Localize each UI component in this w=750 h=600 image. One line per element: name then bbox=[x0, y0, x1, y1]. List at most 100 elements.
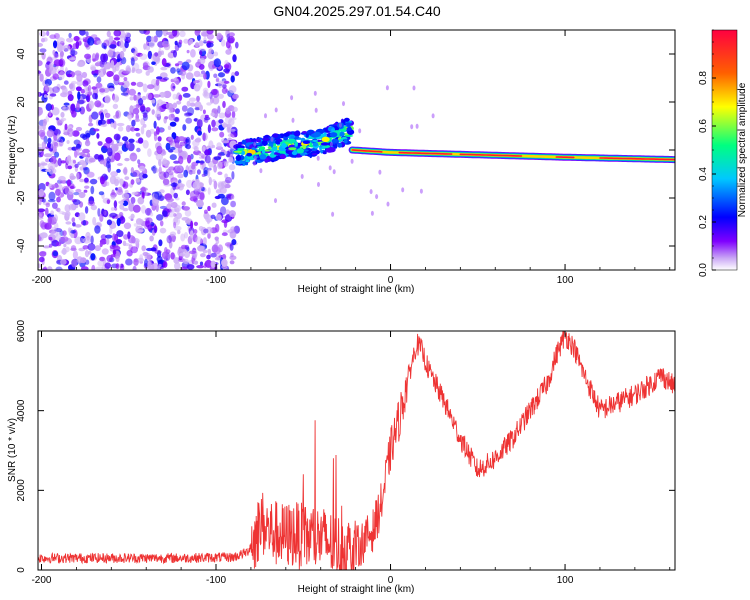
noise-speckle bbox=[204, 155, 211, 164]
noise-speckle bbox=[152, 165, 157, 174]
outlier-speckle bbox=[300, 174, 304, 179]
noise-speckle bbox=[102, 209, 109, 218]
noise-speckle bbox=[83, 189, 88, 193]
noise-speckle bbox=[235, 41, 239, 49]
noise-speckle bbox=[43, 266, 48, 270]
noise-speckle bbox=[112, 233, 116, 242]
noise-speckle bbox=[76, 61, 85, 68]
signal-blob bbox=[320, 150, 324, 154]
noise-speckle bbox=[196, 265, 205, 269]
noise-speckle bbox=[48, 191, 56, 201]
noise-speckle bbox=[124, 32, 131, 38]
noise-speckle bbox=[142, 113, 148, 121]
noise-speckle bbox=[130, 246, 139, 254]
noise-speckle bbox=[68, 57, 77, 61]
noise-speckle bbox=[42, 123, 46, 131]
noise-speckle bbox=[225, 49, 232, 55]
spectrogram-ytick-label: 40 bbox=[16, 48, 27, 60]
noise-speckle bbox=[229, 260, 235, 265]
noise-speckle bbox=[225, 40, 231, 49]
noise-speckle bbox=[76, 80, 84, 86]
noise-speckle bbox=[208, 48, 214, 55]
noise-speckle bbox=[155, 108, 162, 118]
noise-speckle bbox=[135, 218, 143, 225]
noise-speckle bbox=[202, 132, 206, 142]
noise-speckle bbox=[70, 245, 77, 251]
noise-speckle bbox=[213, 180, 218, 190]
noise-speckle bbox=[72, 159, 76, 164]
noise-speckle bbox=[174, 204, 181, 213]
noise-speckle bbox=[160, 66, 168, 71]
noise-speckle bbox=[155, 78, 160, 86]
noise-speckle bbox=[206, 33, 214, 40]
noise-speckle bbox=[91, 111, 99, 120]
noise-speckle bbox=[130, 57, 135, 66]
signal-blob bbox=[288, 147, 297, 151]
noise-speckle bbox=[88, 250, 92, 255]
noise-speckle bbox=[62, 230, 67, 237]
noise-speckle bbox=[225, 209, 231, 216]
signal-blob bbox=[283, 132, 290, 137]
outlier-speckle bbox=[386, 201, 390, 207]
outlier-speckle bbox=[291, 117, 295, 123]
noise-speckle bbox=[145, 70, 150, 76]
noise-speckle bbox=[204, 114, 209, 118]
noise-speckle bbox=[214, 236, 219, 241]
noise-speckle bbox=[213, 73, 218, 79]
noise-speckle bbox=[152, 94, 161, 98]
noise-speckle bbox=[231, 106, 238, 113]
noise-speckle bbox=[142, 140, 149, 149]
noise-speckle bbox=[47, 137, 52, 144]
colorbar-ticks: 0.0 0.2 0.4 0.6 0.8 bbox=[698, 29, 716, 277]
outlier-speckle bbox=[314, 107, 318, 113]
noise-speckle bbox=[61, 247, 67, 255]
noise-speckle bbox=[68, 83, 74, 90]
noise-speckle bbox=[170, 67, 176, 74]
noise-speckle bbox=[109, 244, 116, 250]
noise-speckle bbox=[220, 206, 227, 216]
noise-speckle bbox=[210, 112, 215, 117]
noise-speckle bbox=[215, 223, 220, 233]
noise-speckle bbox=[44, 83, 50, 92]
outlier-speckle bbox=[252, 160, 256, 166]
noise-speckle bbox=[193, 221, 198, 226]
noise-speckle bbox=[210, 214, 216, 219]
noise-speckle bbox=[131, 236, 136, 244]
signal-blob bbox=[321, 146, 326, 150]
noise-speckle bbox=[61, 186, 70, 194]
noise-speckle bbox=[39, 251, 47, 257]
noise-speckle bbox=[38, 129, 46, 137]
noise-speckle bbox=[221, 196, 229, 206]
noise-speckle bbox=[112, 94, 119, 103]
noise-speckle bbox=[104, 95, 111, 104]
noise-speckle bbox=[200, 226, 207, 236]
noise-speckle bbox=[212, 88, 220, 98]
signal-blob bbox=[233, 150, 243, 153]
noise-speckle bbox=[196, 119, 203, 129]
noise-speckle bbox=[63, 243, 67, 248]
noise-speckle bbox=[210, 260, 216, 268]
noise-speckle bbox=[146, 35, 152, 42]
signal-blob bbox=[311, 153, 318, 156]
spectrogram-ytick-label: 0 bbox=[16, 147, 27, 153]
noise-speckle bbox=[115, 111, 120, 119]
noise-speckle bbox=[45, 158, 50, 163]
noise-speckle bbox=[49, 93, 57, 97]
noise-speckle bbox=[60, 259, 67, 265]
noise-speckle bbox=[38, 256, 45, 263]
noise-speckle bbox=[77, 91, 81, 101]
noise-speckle bbox=[194, 107, 201, 111]
noise-speckle bbox=[71, 110, 77, 118]
signal-blob bbox=[271, 146, 278, 150]
noise-speckle bbox=[170, 182, 178, 187]
noise-speckle bbox=[207, 124, 211, 134]
noise-speckle bbox=[195, 236, 202, 244]
noise-speckle bbox=[132, 169, 141, 178]
noise-speckle bbox=[181, 248, 188, 253]
noise-speckle bbox=[174, 40, 178, 46]
noise-speckle bbox=[116, 230, 124, 238]
signal-blob bbox=[290, 135, 295, 139]
noise-speckle bbox=[101, 66, 106, 72]
noise-speckle bbox=[137, 159, 141, 165]
noise-speckle bbox=[202, 249, 208, 254]
